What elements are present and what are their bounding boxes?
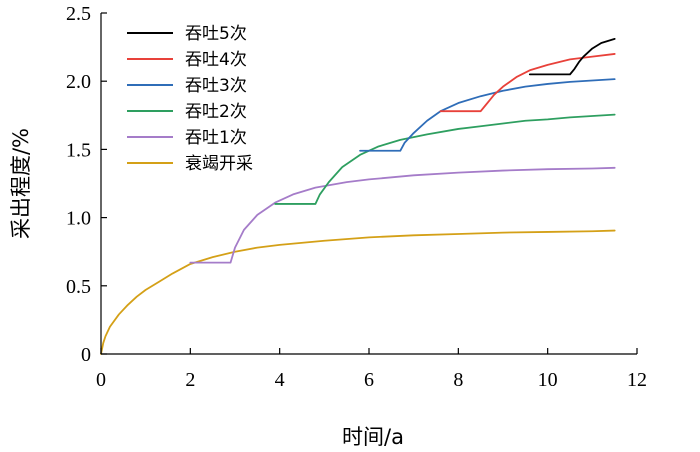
- y-tick-label: 0: [81, 344, 91, 366]
- y-tick-label: 0.5: [66, 276, 91, 298]
- series-layer: [100, 38, 616, 355]
- legend-label: 吞吐3次: [185, 76, 247, 96]
- tick-layer: 0 2 4 6 8 10 12 0 0.5 1.0 1.5 2.0 2.5: [66, 3, 647, 391]
- x-axis-title: 时间/a: [342, 425, 404, 449]
- x-tick-label: 4: [275, 369, 285, 391]
- legend-item: 衰竭开采: [127, 154, 253, 174]
- legend-item: 吞吐1次: [127, 128, 247, 148]
- series-line-2: [439, 53, 616, 113]
- series-line-1: [528, 38, 616, 76]
- legend-item: 吞吐5次: [127, 24, 247, 44]
- legend-label: 吞吐4次: [185, 50, 247, 70]
- legend-item: 吞吐4次: [127, 50, 247, 70]
- series-line-4: [274, 113, 616, 205]
- x-tick-label: 6: [364, 369, 374, 391]
- legend-label: 吞吐1次: [185, 128, 247, 148]
- x-tick-label: 10: [538, 369, 558, 391]
- y-axis-title: 采出程度/%: [9, 128, 33, 239]
- x-tick-label: 12: [627, 369, 647, 391]
- series-line-5: [189, 166, 616, 264]
- legend-item: 吞吐2次: [127, 102, 247, 122]
- x-tick-label: 0: [96, 369, 106, 391]
- y-tick-label: 2.0: [66, 71, 91, 93]
- x-tick-label: 8: [453, 369, 463, 391]
- series-line-6: [100, 229, 616, 355]
- y-tick-label: 1.5: [66, 139, 91, 161]
- y-tick-label: 2.5: [66, 3, 91, 25]
- series-line-3: [359, 78, 616, 152]
- x-tick-label: 2: [185, 369, 195, 391]
- legend-label: 吞吐5次: [185, 24, 247, 44]
- legend-label: 吞吐2次: [185, 102, 247, 122]
- axes-layer: [100, 13, 637, 355]
- legend-item: 吞吐3次: [127, 76, 247, 96]
- legend-label: 衰竭开采: [185, 154, 253, 174]
- y-tick-label: 1.0: [66, 208, 91, 230]
